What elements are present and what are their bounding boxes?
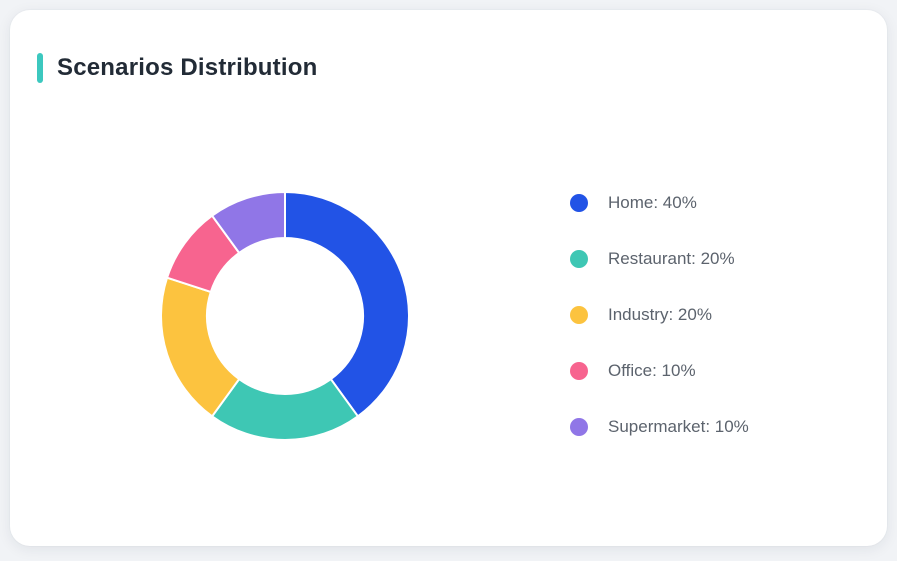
donut-segment-home[interactable] [284,191,410,418]
donut-chart[interactable] [155,186,415,446]
title-accent-bar [37,53,43,83]
legend-dot-industry [570,306,588,324]
legend-item-home[interactable]: Home: 40% [570,193,749,212]
legend-item-office[interactable]: Office: 10% [570,361,749,380]
chart-area: Home: 40% Restaurant: 20% Industry: 20% Off… [10,10,887,546]
card-header: Scenarios Distribution [37,53,317,83]
legend-item-restaurant[interactable]: Restaurant: 20% [570,249,749,268]
legend-dot-supermarket [570,418,588,436]
legend-item-industry[interactable]: Industry: 20% [570,305,749,324]
legend-label: Industry: 20% [608,305,712,324]
donut-segment-restaurant[interactable] [211,378,359,441]
legend-item-supermarket[interactable]: Supermarket: 10% [570,417,749,436]
donut-segment-industry[interactable] [160,276,241,418]
legend-dot-restaurant [570,250,588,268]
page-title: Scenarios Distribution [57,54,318,81]
legend-label: Restaurant: 20% [608,249,735,268]
legend-label: Supermarket: 10% [608,417,749,436]
scenarios-distribution-card: Scenarios Distribution Home: 40% Restaura… [10,10,887,546]
donut-segment-supermarket[interactable] [211,191,286,254]
legend-dot-office [570,362,588,380]
legend-label: Office: 10% [608,361,696,380]
legend-label: Home: 40% [608,193,697,212]
legend-dot-home [570,194,588,212]
legend: Home: 40% Restaurant: 20% Industry: 20% Off… [570,193,749,436]
